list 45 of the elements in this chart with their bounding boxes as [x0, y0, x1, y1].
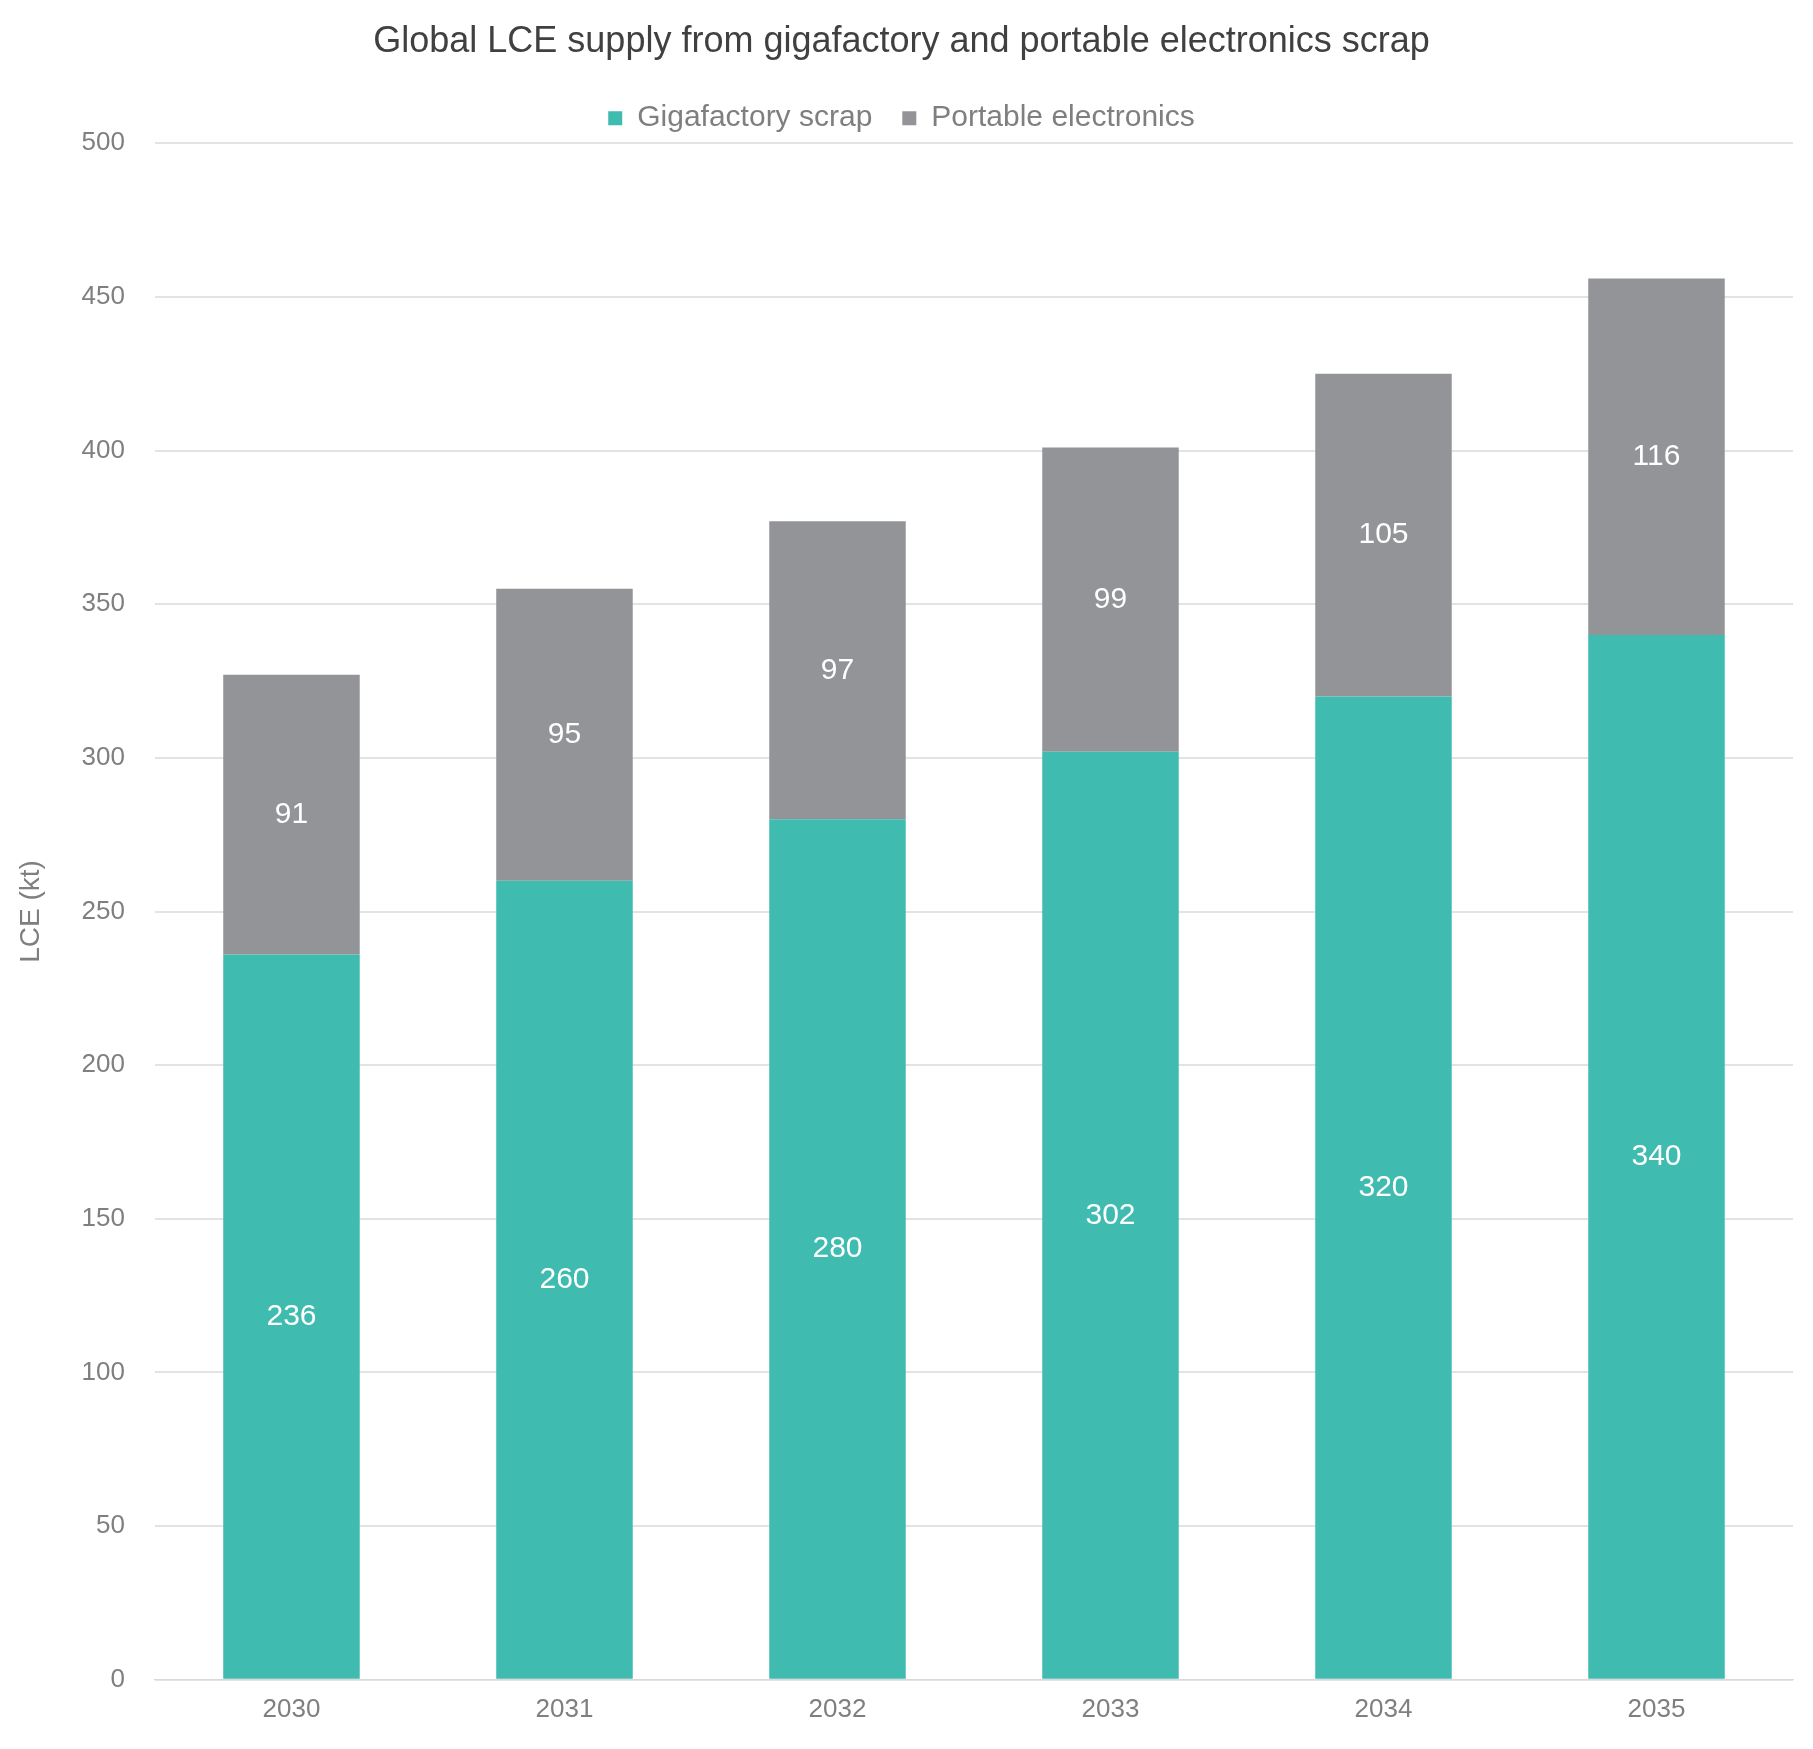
y-tick-label: 350: [81, 587, 125, 618]
data-label: 280: [812, 1230, 863, 1264]
chart-title: Global LCE supply from gigafactory and portable electronics scrap: [373, 18, 1430, 60]
bar: [1042, 447, 1179, 752]
y-tick-label: 100: [81, 1355, 125, 1386]
x-tick-label: 2033: [1081, 1692, 1140, 1723]
bar: [496, 588, 633, 881]
y-tick-label: 150: [81, 1201, 125, 1232]
data-label: 95: [547, 716, 582, 750]
y-tick-label: 200: [81, 1048, 125, 1079]
x-tick-label: 2030: [262, 1692, 321, 1723]
x-tick-label: 2035: [1627, 1692, 1686, 1723]
y-tick-label: 50: [96, 1509, 125, 1540]
data-label: 320: [1358, 1168, 1409, 1202]
y-tick-label: 300: [81, 741, 125, 772]
y-tick-label: 450: [81, 280, 125, 311]
legend-label: Gigafactory scrap: [637, 99, 873, 133]
bar: [1315, 696, 1452, 1679]
bar: [1588, 278, 1725, 635]
data-label: 302: [1085, 1196, 1136, 1230]
data-label: 116: [1632, 437, 1681, 471]
bar: [1315, 373, 1452, 697]
x-tick-label: 2031: [535, 1692, 594, 1723]
y-tick-label: 400: [81, 433, 125, 464]
data-label: 340: [1631, 1138, 1682, 1172]
bar: [223, 954, 360, 1679]
data-label: 91: [274, 795, 309, 829]
data-label: 105: [1358, 516, 1409, 550]
y-tick-label: 500: [81, 126, 125, 157]
bar: [769, 819, 906, 1679]
bar: [769, 521, 906, 820]
data-label: 260: [539, 1261, 590, 1295]
bar: [1042, 751, 1179, 1679]
x-tick-label: 2034: [1354, 1692, 1413, 1723]
data-label: 99: [1093, 580, 1128, 614]
x-tick-label: 2032: [808, 1692, 867, 1723]
data-label: 236: [266, 1297, 317, 1331]
bar: [223, 674, 360, 955]
bar: [1588, 634, 1725, 1679]
bar: [496, 880, 633, 1679]
y-tick-label: 0: [110, 1662, 125, 1693]
y-tick-label: 250: [81, 894, 125, 925]
y-axis-title: LCE (kt): [13, 860, 45, 963]
data-label: 97: [820, 651, 855, 685]
legend-label: Portable electronics: [931, 99, 1195, 133]
